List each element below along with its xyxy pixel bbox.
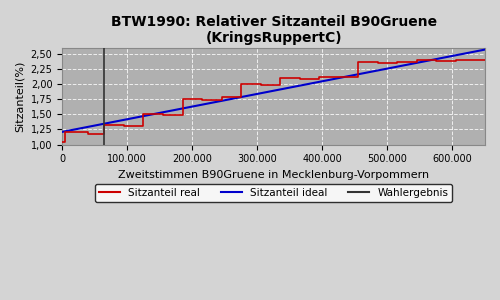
Title: BTW1990: Relativer Sitzanteil B90Gruene
(KringsRuppertC): BTW1990: Relativer Sitzanteil B90Gruene … xyxy=(110,15,436,45)
Y-axis label: Sitzanteil(%): Sitzanteil(%) xyxy=(15,61,25,132)
X-axis label: Zweitstimmen B90Gruene in Mecklenburg-Vorpommern: Zweitstimmen B90Gruene in Mecklenburg-Vo… xyxy=(118,170,429,180)
Legend: Sitzanteil real, Sitzanteil ideal, Wahlergebnis: Sitzanteil real, Sitzanteil ideal, Wahle… xyxy=(94,184,452,202)
